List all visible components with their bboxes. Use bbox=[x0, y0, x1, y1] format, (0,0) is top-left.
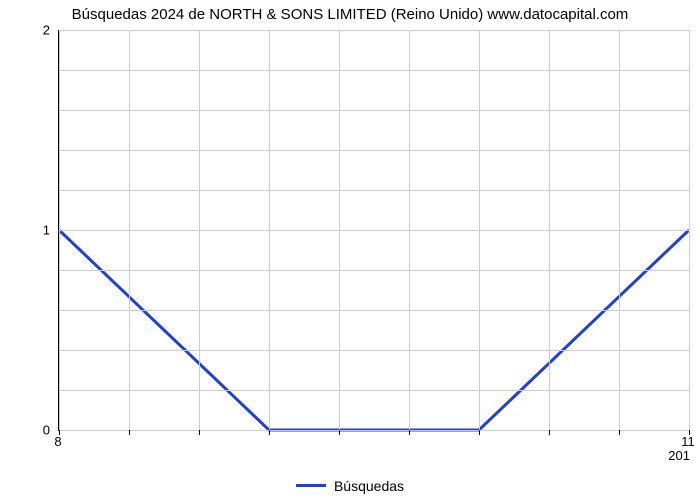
gridline-vertical bbox=[59, 30, 60, 430]
gridline-vertical bbox=[549, 30, 550, 430]
gridline-horizontal bbox=[59, 110, 689, 111]
legend: Búsquedas bbox=[0, 474, 700, 494]
gridline-vertical bbox=[619, 30, 620, 430]
gridline-horizontal bbox=[59, 270, 689, 271]
gridline-vertical bbox=[339, 30, 340, 430]
x-axis-tick bbox=[339, 430, 340, 435]
gridline-vertical bbox=[199, 30, 200, 430]
y-axis-tick-label: 2 bbox=[40, 23, 50, 38]
x-axis-tick bbox=[619, 430, 620, 435]
legend-item: Búsquedas bbox=[296, 478, 404, 494]
legend-label: Búsquedas bbox=[334, 478, 404, 494]
plot-area bbox=[58, 30, 689, 431]
gridline-horizontal bbox=[59, 70, 689, 71]
legend-swatch bbox=[296, 484, 326, 487]
x-axis-tick bbox=[129, 430, 130, 435]
gridline-horizontal bbox=[59, 230, 689, 231]
x-axis-tick-label: 11 bbox=[681, 434, 695, 449]
gridline-horizontal bbox=[59, 150, 689, 151]
y-axis-tick-label: 0 bbox=[40, 423, 50, 438]
gridline-horizontal bbox=[59, 430, 689, 431]
gridline-horizontal bbox=[59, 310, 689, 311]
gridline-vertical bbox=[129, 30, 130, 430]
x-axis-tick bbox=[199, 430, 200, 435]
x-axis-tick bbox=[549, 430, 550, 435]
gridline-vertical bbox=[689, 30, 690, 430]
chart-title: Búsquedas 2024 de NORTH & SONS LIMITED (… bbox=[0, 6, 700, 23]
x-axis-sub-label: 201 bbox=[668, 448, 690, 463]
gridline-vertical bbox=[479, 30, 480, 430]
gridline-horizontal bbox=[59, 190, 689, 191]
gridline-horizontal bbox=[59, 390, 689, 391]
x-axis-tick bbox=[409, 430, 410, 435]
gridline-vertical bbox=[269, 30, 270, 430]
x-axis-tick bbox=[269, 430, 270, 435]
x-axis-tick-label: 8 bbox=[54, 434, 61, 449]
gridline-vertical bbox=[409, 30, 410, 430]
y-axis-tick-label: 1 bbox=[40, 223, 50, 238]
chart-container: Búsquedas 2024 de NORTH & SONS LIMITED (… bbox=[0, 0, 700, 500]
gridline-horizontal bbox=[59, 350, 689, 351]
gridline-horizontal bbox=[59, 30, 689, 31]
series-line bbox=[59, 230, 689, 430]
x-axis-tick bbox=[479, 430, 480, 435]
